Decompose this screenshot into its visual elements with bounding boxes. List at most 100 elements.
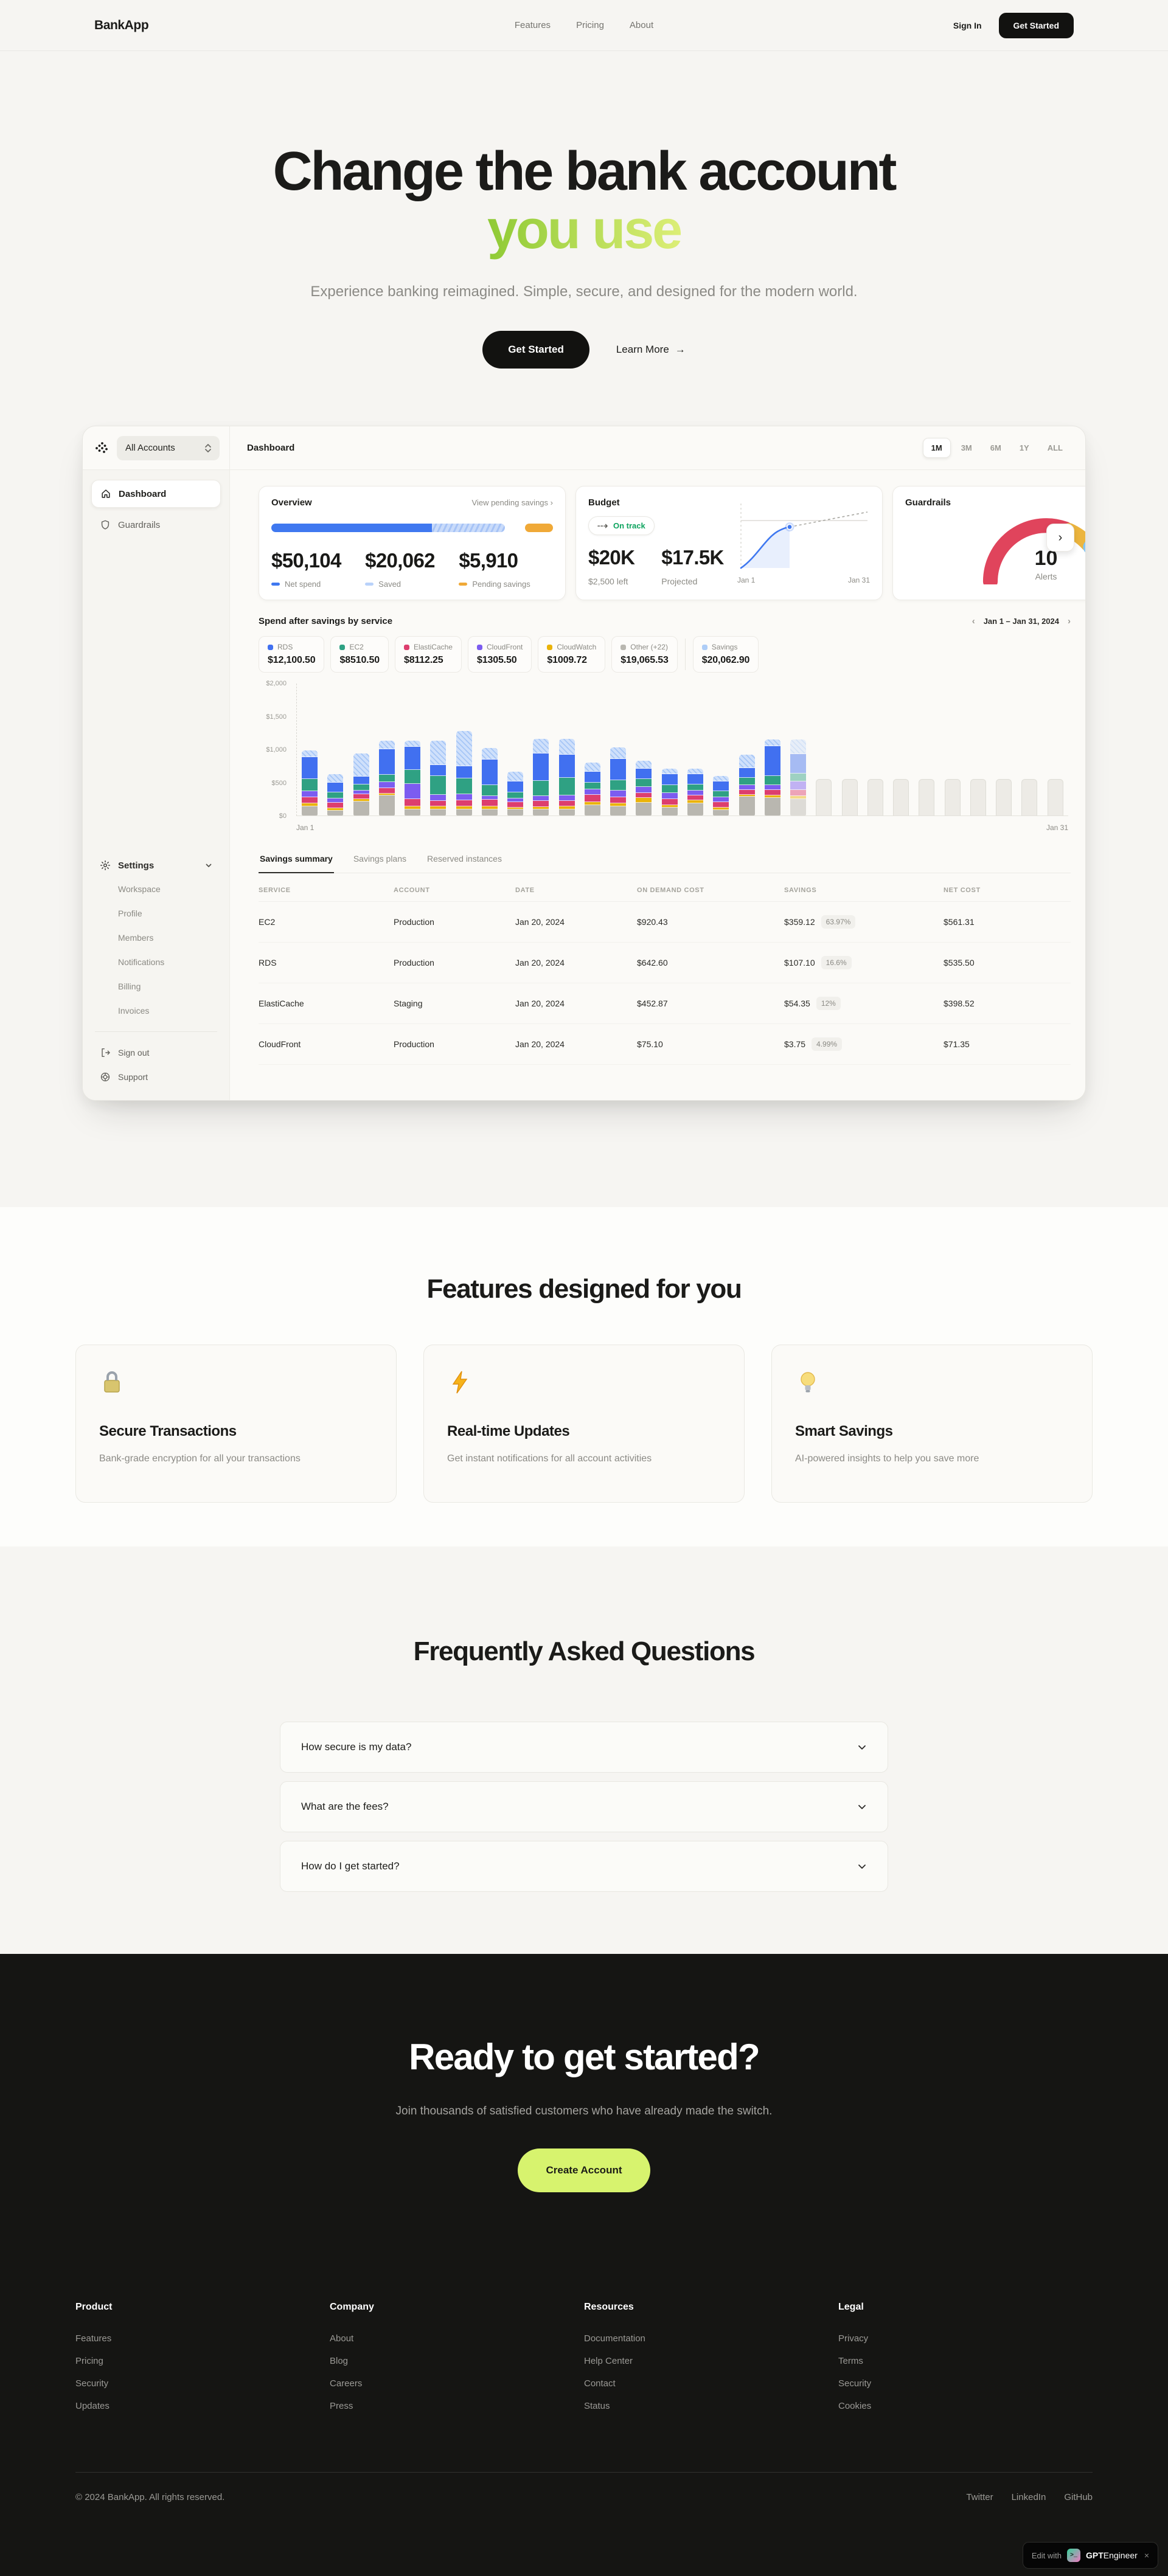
time-range-6m[interactable]: 6M: [990, 443, 1001, 452]
sidebar-item-settings[interactable]: Settings: [91, 854, 221, 877]
social-link-linkedin[interactable]: LinkedIn: [1011, 2492, 1046, 2502]
footer-link-press[interactable]: Press: [330, 2401, 353, 2411]
date-prev-button[interactable]: ‹: [972, 616, 975, 626]
settings-link-billing[interactable]: Billing: [118, 982, 141, 991]
bar-segment-elasticache: [636, 792, 652, 798]
bar-segment-ec2: [687, 784, 703, 791]
bar-segment-cloudwatch: [430, 806, 447, 809]
get-started-button[interactable]: Get Started: [998, 12, 1074, 38]
cell-on_demand: $75.10: [637, 1039, 663, 1049]
nav-item-features[interactable]: Features: [514, 20, 551, 30]
stacked-bar: [430, 740, 447, 815]
service-chip-elasticache[interactable]: ElastiCache $8112.25: [394, 636, 462, 673]
footer-link-about[interactable]: About: [330, 2333, 354, 2344]
time-range-all[interactable]: ALL: [1047, 443, 1063, 452]
bar-segment-elasticache: [558, 800, 575, 807]
bar-segment-other: [661, 808, 678, 815]
footer-link-contact[interactable]: Contact: [584, 2378, 616, 2389]
table-row[interactable]: CloudFront Production Jan 20, 2024 $75.10 $3…: [259, 1024, 1071, 1065]
faq-item[interactable]: How do I get started?: [280, 1841, 888, 1892]
service-chip-cloudwatch[interactable]: CloudWatch $1009.72: [538, 636, 606, 673]
view-pending-savings-link[interactable]: View pending savings ›: [471, 498, 553, 507]
sign-out-item[interactable]: Sign out: [91, 1040, 221, 1065]
support-label: Support: [118, 1072, 148, 1082]
badge-prefix: Edit with: [1031, 2550, 1062, 2560]
faq-question: How secure is my data?: [301, 1741, 412, 1753]
service-chip-rds[interactable]: RDS $12,100.50: [259, 636, 325, 673]
badge-close-icon[interactable]: ×: [1144, 2550, 1149, 2560]
bar-segment-cloudfront: [430, 794, 447, 801]
footer-link-security[interactable]: Security: [75, 2378, 109, 2389]
cell-savings: $3.75 4.99%: [784, 1037, 944, 1051]
account-switcher[interactable]: All Accounts: [117, 435, 220, 460]
service-chip-savings[interactable]: Savings $20,062.90: [692, 636, 759, 673]
cell-service: ElastiCache: [259, 999, 304, 1008]
table-row[interactable]: EC2 Production Jan 20, 2024 $920.43 $359.12 6…: [259, 902, 1071, 943]
footer-link-status[interactable]: Status: [584, 2401, 610, 2411]
settings-link-invoices[interactable]: Invoices: [118, 1006, 150, 1016]
bar-segment-rds: [507, 781, 524, 792]
tab-reserved-instances[interactable]: Reserved instances: [427, 854, 502, 864]
settings-link-profile[interactable]: Profile: [118, 909, 142, 918]
footer-link-help-center[interactable]: Help Center: [584, 2356, 633, 2366]
social-link-github[interactable]: GitHub: [1064, 2492, 1093, 2502]
date-next-button[interactable]: ›: [1068, 616, 1071, 626]
settings-link-notifications[interactable]: Notifications: [118, 957, 165, 967]
footer-link-documentation[interactable]: Documentation: [584, 2333, 645, 2344]
sign-in-link[interactable]: Sign In: [953, 20, 982, 30]
settings-link-members[interactable]: Members: [118, 933, 154, 943]
sidebar-item-dashboard[interactable]: Dashboard: [91, 480, 221, 508]
social-link-twitter[interactable]: Twitter: [966, 2492, 993, 2502]
service-chip-cloudfront[interactable]: CloudFront $1305.50: [467, 636, 532, 673]
cards-next-button[interactable]: ›: [1046, 524, 1074, 552]
footer-link-cookies[interactable]: Cookies: [838, 2401, 872, 2411]
chip-name: Savings: [711, 643, 738, 651]
bar-segment-cloudwatch: [584, 802, 600, 805]
chart-plot-area: [296, 684, 1068, 816]
time-range-1m[interactable]: 1M: [922, 438, 951, 458]
stacked-bar: [533, 738, 549, 815]
footer-column-resources: Resources Documentation Help Center Contact…: [584, 2302, 838, 2411]
footer-link-careers[interactable]: Careers: [330, 2378, 363, 2389]
create-account-button[interactable]: Create Account: [518, 2148, 650, 2192]
nav-item-pricing[interactable]: Pricing: [576, 20, 604, 30]
dashboard-sidebar: Dashboard Guardrails Settings: [83, 470, 230, 1100]
footer-link-terms[interactable]: Terms: [838, 2356, 863, 2366]
settings-link-workspace[interactable]: Workspace: [118, 884, 161, 894]
table-row[interactable]: RDS Production Jan 20, 2024 $642.60 $107.10 1…: [259, 943, 1071, 983]
feature-card-secure-transactions: Secure Transactions Bank-grade encryption…: [75, 1345, 397, 1503]
placeholder-bar: [893, 779, 909, 815]
faq-item[interactable]: What are the fees?: [280, 1781, 888, 1832]
service-chip-other-22-[interactable]: Other (+22) $19,065.53: [611, 636, 678, 673]
sidebar-divider: [95, 1031, 217, 1032]
footer-link-pricing[interactable]: Pricing: [75, 2356, 103, 2366]
hero-subtitle: Experience banking reimagined. Simple, s…: [310, 283, 858, 300]
tab-savings-plans[interactable]: Savings plans: [353, 854, 407, 864]
time-range-3m[interactable]: 3M: [961, 443, 972, 452]
stacked-bar: [302, 750, 318, 815]
footer-link-blog[interactable]: Blog: [330, 2356, 349, 2366]
bar-segment-rds: [558, 755, 575, 778]
footer-link-features[interactable]: Features: [75, 2333, 112, 2344]
gpt-engineer-badge[interactable]: Edit with >_ GPTEngineer ×: [1022, 2542, 1158, 2569]
time-range-1y[interactable]: 1Y: [1019, 443, 1029, 452]
hero-get-started-button[interactable]: Get Started: [482, 330, 589, 369]
bar-segment-elasticache: [713, 802, 729, 808]
bar-segment-savings: [533, 738, 549, 753]
faq-item[interactable]: How secure is my data?: [280, 1722, 888, 1773]
stat-value: $20,062: [365, 549, 435, 572]
support-item[interactable]: Support: [91, 1065, 221, 1089]
tab-savings-summary[interactable]: Savings summary: [259, 850, 334, 873]
service-chip-ec2[interactable]: EC2 $8510.50: [330, 636, 389, 673]
footer-link-updates[interactable]: Updates: [75, 2401, 109, 2411]
nav-item-about[interactable]: About: [629, 20, 654, 30]
learn-more-link[interactable]: Learn More →: [616, 344, 686, 356]
footer-link-security[interactable]: Security: [838, 2378, 872, 2389]
chip-header: EC2: [339, 643, 379, 651]
table-row[interactable]: ElastiCache Staging Jan 20, 2024 $452.87 $54…: [259, 983, 1071, 1024]
stacked-bar: [558, 738, 575, 815]
footer-link-privacy[interactable]: Privacy: [838, 2333, 869, 2344]
bar-segment-other: [302, 806, 318, 815]
sidebar-item-guardrails[interactable]: Guardrails: [91, 511, 221, 538]
